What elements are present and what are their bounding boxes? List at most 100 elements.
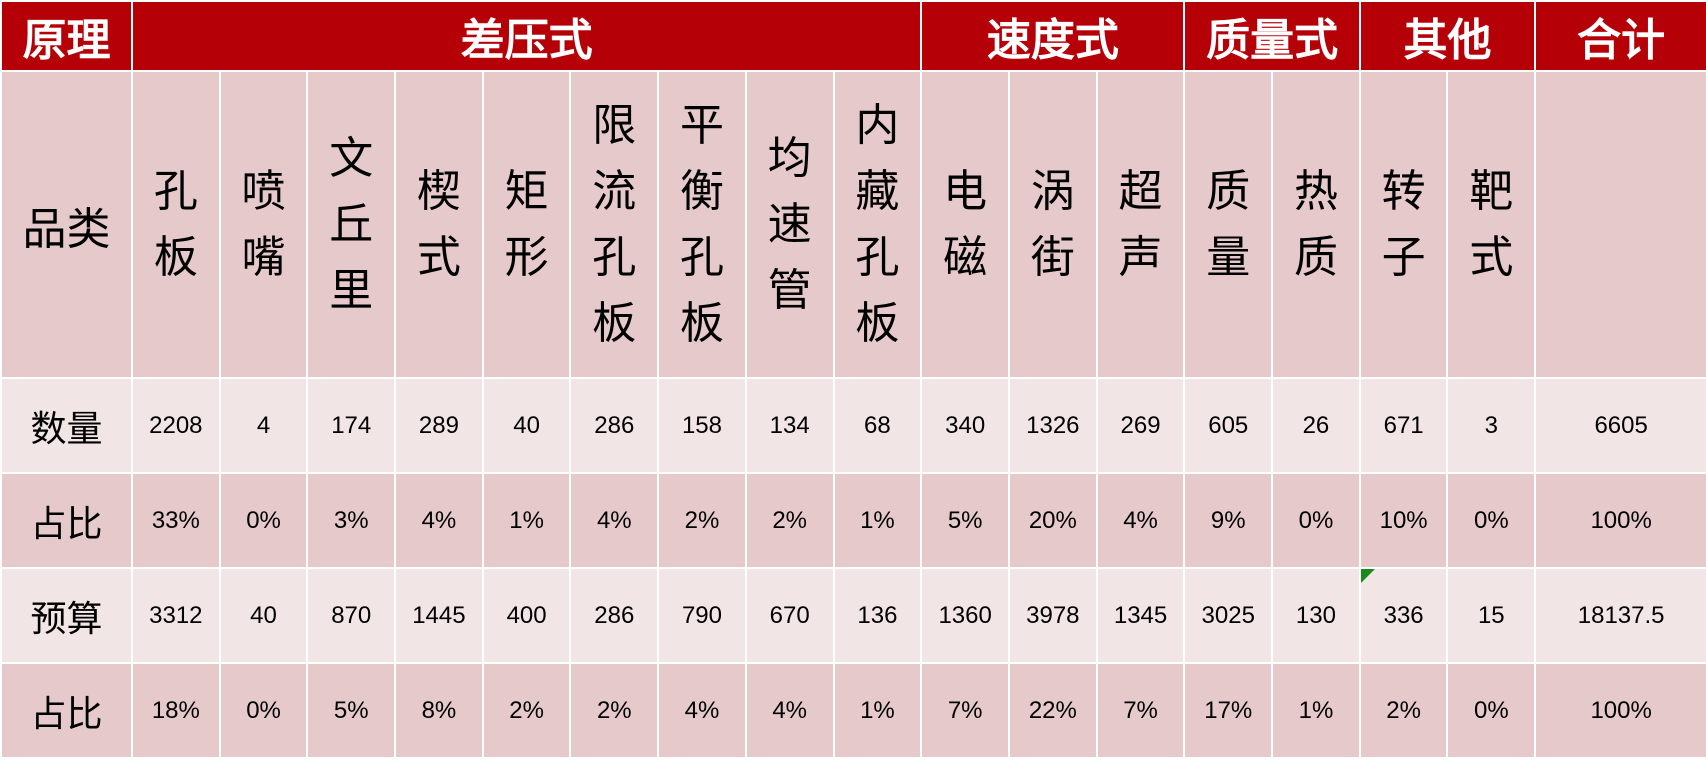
data-cell[interactable]: 1% bbox=[832, 472, 923, 569]
data-cell[interactable]: 3 bbox=[1446, 377, 1537, 474]
data-cell[interactable]: 1326 bbox=[1008, 377, 1098, 474]
data-cell[interactable]: 10% bbox=[1358, 472, 1449, 569]
data-cell[interactable]: 340 bbox=[920, 377, 1010, 474]
category-cell[interactable]: 热质 bbox=[1271, 70, 1361, 379]
category-name: 均速管 bbox=[767, 132, 812, 316]
category-cell[interactable]: 超声 bbox=[1095, 70, 1186, 379]
data-cell[interactable]: 18% bbox=[131, 662, 221, 759]
data-cell[interactable]: 33% bbox=[131, 472, 221, 569]
category-cell[interactable]: 喷嘴 bbox=[218, 70, 309, 379]
data-cell[interactable]: 7% bbox=[920, 662, 1010, 759]
category-cell[interactable]: 平衡孔板 bbox=[657, 70, 747, 379]
row-label[interactable]: 数量 bbox=[0, 377, 133, 474]
data-cell[interactable]: 870 bbox=[306, 567, 397, 664]
data-cell[interactable]: 2% bbox=[481, 662, 572, 759]
data-cell[interactable]: 0% bbox=[1446, 662, 1537, 759]
data-cell[interactable]: 68 bbox=[832, 377, 923, 474]
data-cell[interactable]: 3312 bbox=[131, 567, 221, 664]
category-cell[interactable]: 限流孔板 bbox=[569, 70, 660, 379]
data-cell[interactable]: 158 bbox=[657, 377, 747, 474]
data-cell[interactable]: 1% bbox=[1271, 662, 1361, 759]
data-cell[interactable]: 17% bbox=[1183, 662, 1274, 759]
data-cell[interactable]: 1% bbox=[481, 472, 572, 569]
data-cell[interactable]: 2% bbox=[1358, 662, 1449, 759]
data-cell[interactable]: 20% bbox=[1008, 472, 1098, 569]
data-cell[interactable]: 5% bbox=[306, 662, 397, 759]
category-cell[interactable]: 转子 bbox=[1358, 70, 1449, 379]
data-cell[interactable]: 3% bbox=[306, 472, 397, 569]
data-cell[interactable]: 8% bbox=[394, 662, 484, 759]
data-cell[interactable]: 134 bbox=[744, 377, 835, 474]
data-cell[interactable]: 4% bbox=[657, 662, 747, 759]
data-cell[interactable]: 4 bbox=[218, 377, 309, 474]
data-cell[interactable]: 130 bbox=[1271, 567, 1361, 664]
data-cell[interactable]: 4% bbox=[1095, 472, 1186, 569]
data-cell[interactable]: 26 bbox=[1271, 377, 1361, 474]
data-cell[interactable]: 269 bbox=[1095, 377, 1186, 474]
category-cell[interactable]: 内藏孔板 bbox=[832, 70, 923, 379]
data-cell[interactable]: 1% bbox=[832, 662, 923, 759]
data-cell[interactable]: 400 bbox=[481, 567, 572, 664]
data-cell[interactable]: 15 bbox=[1446, 567, 1537, 664]
data-cell[interactable]: 1360 bbox=[920, 567, 1010, 664]
category-name: 喷嘴 bbox=[241, 165, 286, 283]
category-cell[interactable]: 均速管 bbox=[744, 70, 835, 379]
data-cell[interactable]: 3025 bbox=[1183, 567, 1274, 664]
category-cell[interactable]: 楔式 bbox=[394, 70, 484, 379]
data-cell[interactable]: 4% bbox=[569, 472, 660, 569]
data-cell[interactable]: 22% bbox=[1008, 662, 1098, 759]
category-cell[interactable]: 文丘里 bbox=[306, 70, 397, 379]
category-name: 楔式 bbox=[416, 165, 461, 283]
data-cell[interactable]: 336 bbox=[1358, 567, 1449, 664]
category-name: 矩形 bbox=[504, 165, 549, 283]
data-cell[interactable]: 286 bbox=[569, 377, 660, 474]
data-cell[interactable]: 2208 bbox=[131, 377, 221, 474]
data-cell[interactable]: 4% bbox=[394, 472, 484, 569]
header-group[interactable]: 差压式 bbox=[130, 0, 923, 72]
data-cell[interactable]: 671 bbox=[1358, 377, 1449, 474]
row-total[interactable]: 18137.5 bbox=[1534, 567, 1706, 664]
row-total[interactable]: 100% bbox=[1534, 472, 1706, 569]
category-total-cell[interactable] bbox=[1534, 70, 1706, 379]
data-cell[interactable]: 1345 bbox=[1095, 567, 1186, 664]
data-cell[interactable]: 1445 bbox=[394, 567, 484, 664]
category-cell[interactable]: 质量 bbox=[1183, 70, 1274, 379]
data-cell[interactable]: 40 bbox=[218, 567, 309, 664]
category-cell[interactable]: 涡街 bbox=[1008, 70, 1098, 379]
data-cell[interactable]: 2% bbox=[569, 662, 660, 759]
data-cell[interactable]: 0% bbox=[218, 472, 309, 569]
data-cell[interactable]: 0% bbox=[218, 662, 309, 759]
category-label[interactable]: 品类 bbox=[0, 70, 133, 379]
row-label[interactable]: 占比 bbox=[0, 662, 133, 759]
row-total[interactable]: 6605 bbox=[1534, 377, 1706, 474]
data-cell[interactable]: 286 bbox=[569, 567, 660, 664]
data-cell[interactable]: 790 bbox=[657, 567, 747, 664]
data-cell[interactable]: 40 bbox=[481, 377, 572, 474]
header-group[interactable]: 其他 bbox=[1358, 0, 1537, 72]
row-label[interactable]: 占比 bbox=[0, 472, 133, 569]
category-cell[interactable]: 矩形 bbox=[481, 70, 572, 379]
data-cell[interactable]: 2% bbox=[657, 472, 747, 569]
data-cell[interactable]: 289 bbox=[394, 377, 484, 474]
data-cell[interactable]: 0% bbox=[1446, 472, 1537, 569]
header-group[interactable]: 质量式 bbox=[1183, 0, 1361, 72]
data-cell[interactable]: 670 bbox=[744, 567, 835, 664]
data-cell[interactable]: 174 bbox=[306, 377, 397, 474]
data-cell[interactable]: 2% bbox=[744, 472, 835, 569]
data-cell[interactable]: 9% bbox=[1183, 472, 1274, 569]
data-cell[interactable]: 5% bbox=[920, 472, 1010, 569]
row-label[interactable]: 预算 bbox=[0, 567, 133, 664]
data-cell[interactable]: 3978 bbox=[1008, 567, 1098, 664]
category-cell[interactable]: 孔板 bbox=[131, 70, 221, 379]
data-cell[interactable]: 0% bbox=[1271, 472, 1361, 569]
data-cell[interactable]: 136 bbox=[832, 567, 923, 664]
header-total[interactable]: 合计 bbox=[1534, 0, 1706, 72]
category-cell[interactable]: 电磁 bbox=[920, 70, 1010, 379]
row-total[interactable]: 100% bbox=[1534, 662, 1706, 759]
data-cell[interactable]: 605 bbox=[1183, 377, 1274, 474]
header-group[interactable]: 速度式 bbox=[920, 0, 1186, 72]
category-cell[interactable]: 靶式 bbox=[1446, 70, 1537, 379]
data-cell[interactable]: 7% bbox=[1095, 662, 1186, 759]
header-principle[interactable]: 原理 bbox=[0, 0, 133, 72]
data-cell[interactable]: 4% bbox=[744, 662, 835, 759]
